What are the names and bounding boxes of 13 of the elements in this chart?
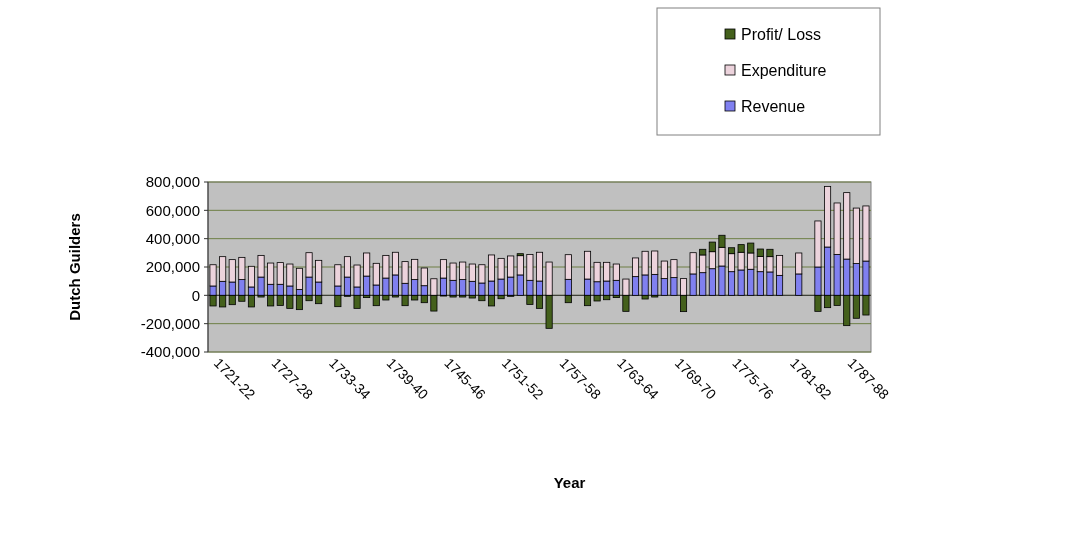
legend-label: Expenditure [741,61,827,79]
y-tick-label: 0 [191,286,200,304]
y-tick-label: 600,000 [145,201,200,219]
x-axis-title: Year [553,474,586,491]
y-tick-label: 400,000 [145,229,200,247]
y-tick-label: -200,000 [140,314,200,332]
y-axis-title: Dutch Guilders [66,213,83,321]
bar [295,294,303,311]
legend-label: Profit/ Loss [741,25,822,43]
y-tick-label: -400,000 [140,343,200,361]
y-tick-label: 800,000 [145,173,200,191]
legend-label: Revenue [741,97,806,115]
y-tick-label: 200,000 [145,258,200,276]
